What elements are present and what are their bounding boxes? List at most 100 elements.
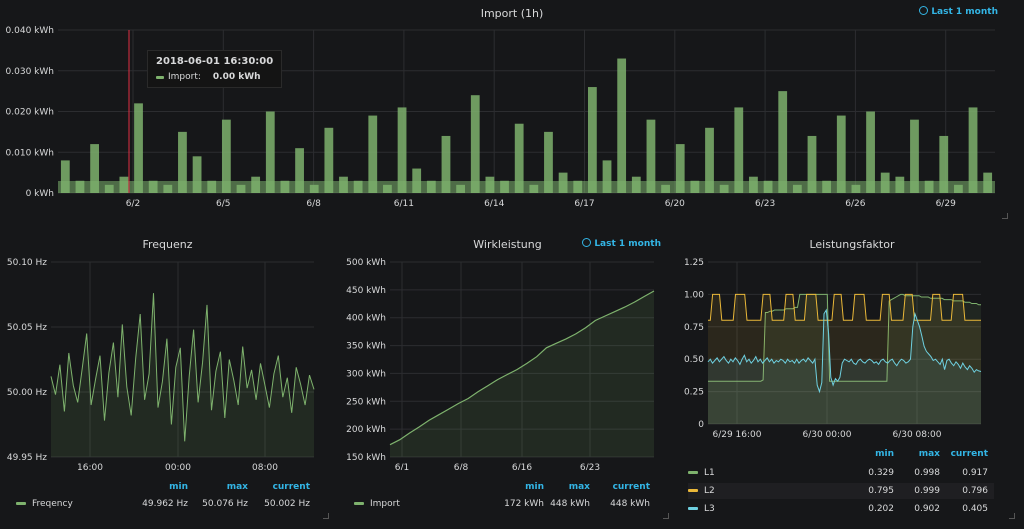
legend-header: min max current	[688, 449, 994, 463]
legend-header-current[interactable]: current	[612, 482, 650, 492]
legend-series-name[interactable]: L3	[704, 504, 715, 514]
y-tick-label: 400 kWh	[346, 314, 386, 324]
x-tick-label: 16:00	[77, 463, 103, 470]
bar	[734, 107, 744, 193]
bar	[163, 184, 173, 193]
panel-title[interactable]: Wirkleistung	[473, 238, 542, 251]
wirkleistung-panel: Wirkleistung Last 1 month 150 kWh 200 kWh…	[340, 230, 675, 529]
bar	[104, 184, 114, 193]
legend-row[interactable]: Import 172 kWh 448 kWh 448 kWh	[354, 499, 654, 515]
panel-resize-handle[interactable]	[1002, 213, 1008, 219]
panel-title[interactable]: Frequenz	[142, 238, 193, 251]
legend-series-name[interactable]: Freqency	[32, 499, 73, 509]
x-tick-label: 6/5	[216, 199, 230, 209]
legend-header-current[interactable]: current	[272, 482, 310, 492]
time-range-label: Last 1 month	[594, 239, 661, 249]
bar	[749, 176, 758, 193]
legend-row[interactable]: L2 0.795 0.999 0.796	[688, 483, 994, 499]
x-tick-label: 6/20	[665, 199, 685, 209]
legend-header-max[interactable]: max	[918, 449, 940, 459]
y-tick-label: 300 kWh	[346, 369, 386, 379]
legend-series-name[interactable]: L2	[704, 486, 715, 496]
frequenz-chart[interactable]: 49.95 Hz 50.00 Hz 50.05 Hz 50.10 Hz 16:00 00:…	[0, 230, 335, 470]
legend-max: 0.998	[914, 468, 940, 478]
legend-max: 0.902	[914, 504, 940, 514]
wirkleistung-chart[interactable]: 150 kWh 200 kWh 250 kWh 300 kWh 350 kWh 400 k…	[340, 230, 675, 470]
panel-title[interactable]: Leistungsfaktor	[809, 238, 895, 251]
legend-row[interactable]: Freqency 49.962 Hz 50.076 Hz 50.002 Hz	[16, 499, 316, 515]
frequenz-legend: min max current Freqency 49.962 Hz 50.07…	[16, 482, 316, 515]
y-tick-label: 0.75	[684, 323, 704, 333]
legend-series-name[interactable]: Import	[370, 499, 400, 509]
bar	[924, 180, 934, 193]
bar	[441, 135, 451, 193]
bar	[470, 95, 480, 193]
tooltip-series-name: Import:	[168, 72, 201, 82]
legend-max: 448 kWh	[550, 499, 590, 509]
bar	[792, 184, 802, 193]
legend-min: 0.329	[868, 468, 894, 478]
legend-header-min[interactable]: min	[875, 449, 894, 459]
legend-header: min max current	[354, 482, 654, 496]
bar	[880, 172, 890, 193]
x-tick-label: 6/29	[936, 199, 956, 209]
tooltip-value: 0.00 kWh	[212, 72, 261, 82]
bar	[485, 176, 495, 193]
import-chart[interactable]: 0 kWh 0.010 kWh 0.020 kWh 0.030 kWh 0.040 kW…	[0, 0, 1024, 222]
legend-rows: L1 0.329 0.998 0.917 L2 0.795 0.999 0.796 L3 0.20…	[688, 465, 994, 517]
x-tick-label: 6/2	[126, 199, 140, 209]
series-area	[708, 310, 981, 424]
tooltip-series-swatch	[156, 75, 164, 79]
bar	[866, 111, 875, 193]
y-tick-label: 0.50	[684, 355, 704, 365]
bar	[939, 135, 949, 193]
legend-header-max[interactable]: max	[226, 482, 248, 492]
bar	[778, 91, 788, 193]
leistungsfaktor-legend: min max current L1 0.329 0.998 0.917 L2 0.795…	[688, 449, 994, 517]
legend-header-max[interactable]: max	[568, 482, 590, 492]
x-tick-label: 6/8	[454, 463, 469, 470]
leistungsfaktor-chart[interactable]: 0 0.25 0.50 0.75 1.00 1.25 6/29 16:00 6/30 00:0…	[680, 230, 1024, 446]
bar	[587, 87, 597, 193]
legend-swatch	[16, 502, 26, 505]
panel-resize-handle[interactable]	[1009, 513, 1015, 519]
bar	[60, 160, 70, 193]
bar-baseline-fill	[58, 181, 995, 193]
time-range-badge[interactable]: Last 1 month	[582, 237, 661, 249]
bar	[602, 160, 612, 193]
clock-icon	[582, 238, 592, 247]
bar	[705, 127, 714, 193]
bar	[807, 135, 817, 193]
legend-current: 50.002 Hz	[264, 499, 310, 509]
y-tick-label: 1.25	[684, 258, 704, 268]
legend-header-min[interactable]: min	[525, 482, 544, 492]
panel-title[interactable]: Import (1h)	[480, 7, 544, 20]
series-line	[708, 293, 981, 382]
y-tick-label: 250 kWh	[346, 397, 386, 407]
y-tick-label: 49.95 Hz	[7, 453, 47, 463]
legend-current: 0.917	[962, 468, 988, 478]
panel-resize-handle[interactable]	[663, 513, 669, 519]
legend-min: 172 kWh	[504, 499, 544, 509]
legend-header-min[interactable]: min	[169, 482, 188, 492]
series-line	[50, 293, 315, 442]
x-tick-label: 6/30 08:00	[892, 430, 941, 440]
bar	[236, 184, 246, 193]
legend-row[interactable]: L1 0.329 0.998 0.917	[688, 465, 994, 481]
bar	[983, 172, 993, 193]
x-tick-label: 6/1	[395, 463, 409, 470]
y-tick-label: 200 kWh	[346, 425, 386, 435]
bar	[265, 111, 275, 193]
legend-header-current[interactable]: current	[950, 449, 988, 459]
legend-current: 448 kWh	[610, 499, 650, 509]
bar	[954, 184, 963, 193]
series-line	[707, 308, 982, 394]
legend-swatch	[354, 502, 364, 505]
bar	[383, 184, 392, 193]
legend-series-name[interactable]: L1	[704, 468, 715, 478]
legend-row[interactable]: L3 0.202 0.902 0.405	[688, 501, 994, 517]
time-range-badge[interactable]: Last 1 month	[919, 5, 998, 17]
panel-resize-handle[interactable]	[323, 513, 329, 519]
bar	[148, 180, 158, 193]
bar	[544, 131, 553, 193]
